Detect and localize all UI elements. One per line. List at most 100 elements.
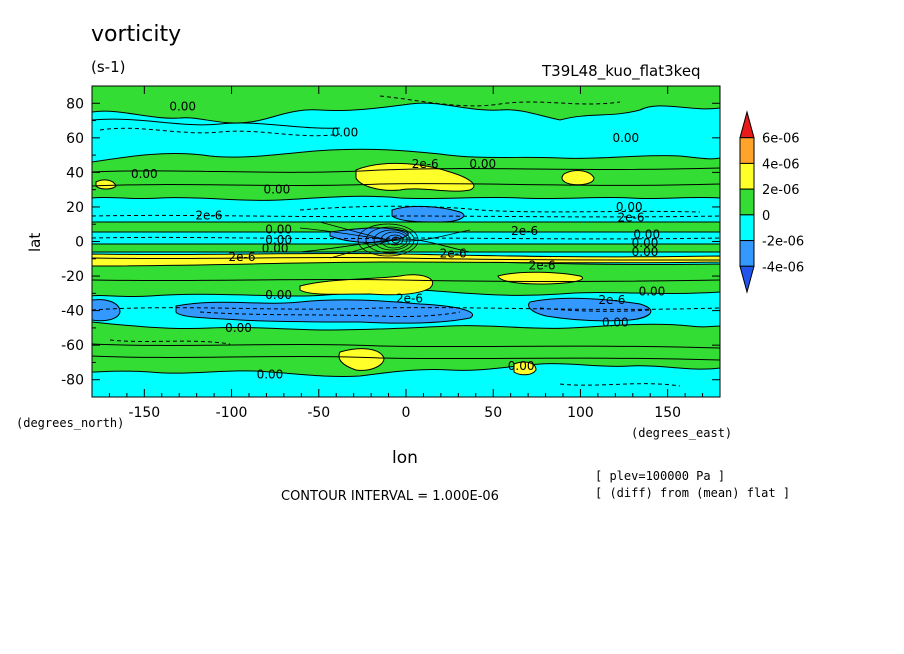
contour-label: 2e-6 — [598, 293, 625, 307]
colorbar-swatch — [739, 240, 755, 267]
x-tick-label: -100 — [216, 405, 248, 421]
dash-contour — [539, 307, 651, 312]
contour-label: 0.00 — [225, 321, 252, 335]
contour-label: 2e-6 — [229, 250, 256, 264]
solid-contour — [92, 167, 720, 173]
contour-label: 0.00 — [602, 316, 629, 330]
contour-label: 0.00 — [612, 131, 639, 145]
colorbar-bottom-arrow — [739, 265, 755, 294]
y-tick-label: 60 — [66, 131, 84, 147]
contour-label: 0.00 — [169, 100, 196, 114]
contour-label: 0.00 — [633, 228, 660, 242]
contour-interval-note: CONTOUR INTERVAL = 1.000E-06 — [281, 489, 499, 504]
x-tick-label: -150 — [128, 405, 160, 421]
contour-label: 2e-6 — [412, 157, 439, 171]
dense-contour-knot — [299, 221, 471, 259]
contour-labels: 0.000.000.000.000.000.002e-60.002e-62e-6… — [131, 100, 665, 382]
y-tick-label: 0 — [75, 235, 84, 251]
fill-yellow-patch-south-polar-east — [513, 361, 537, 376]
dash-contour — [379, 95, 621, 107]
dash-contour — [99, 127, 341, 137]
contour-label: 0.00 — [332, 126, 359, 140]
colorbar-swatch — [739, 162, 755, 190]
y-tick-label: 20 — [66, 200, 84, 216]
dash-contour — [199, 311, 461, 318]
x-axis-unit: (degrees_east) — [631, 426, 733, 440]
contour-label: 0.00 — [632, 236, 659, 250]
solid-contour — [92, 118, 341, 129]
colorbar-label: -4e-06 — [762, 260, 804, 275]
colorbar-label: 2e-06 — [762, 183, 800, 198]
contour-label: 0.00 — [616, 200, 643, 214]
contour-label: 0.00 — [469, 157, 496, 171]
dash-contour — [109, 339, 231, 345]
diff-note: [ (diff) from (mean) flat ] — [595, 486, 791, 500]
x-tick-label: 0 — [402, 405, 411, 421]
dash-contour — [559, 383, 681, 387]
y-tick-label: 40 — [66, 165, 84, 181]
solid-contour — [92, 343, 720, 349]
contour-label: 0.00 — [264, 183, 291, 197]
fill-positive-band-equator — [92, 243, 720, 253]
contour-label: 0.00 — [632, 245, 659, 259]
contour-label: 2e-6 — [511, 224, 538, 238]
contour-label: 2e-6 — [396, 292, 423, 306]
y-tick-label: -80 — [61, 373, 84, 389]
negative-contours — [92, 95, 720, 387]
contour-label: 2e-6 — [195, 209, 222, 223]
contour-fill: 0.000.000.000.000.000.002e-60.002e-62e-6… — [92, 86, 720, 397]
fill-positive-band-north-polar — [92, 86, 720, 124]
dash-contour — [92, 236, 720, 240]
fill-yellow-patch-south-polar — [338, 348, 385, 371]
fill-blue-patch-south-west — [92, 299, 121, 322]
y-axis: 80 60 40 20 0 -20 -40 -60 -80 — [61, 85, 720, 398]
colorbar-swatch — [739, 137, 755, 164]
fill-blue-patch-north-tropical — [391, 205, 465, 223]
positive-contours — [92, 118, 720, 361]
fill-yellow-patch-north-west — [95, 179, 117, 190]
contour-label: 2e-6 — [529, 259, 556, 273]
solid-contour — [92, 355, 720, 361]
plev-note: [ plev=100000 Pa ] — [595, 469, 726, 483]
dash-contour — [92, 214, 720, 218]
fill-yellow-band-south-equatorial — [92, 252, 720, 267]
fill-yellow-patch-north-east — [561, 170, 595, 186]
y-tick-label: -60 — [61, 338, 84, 354]
colorbar-swatch — [739, 188, 755, 216]
fill-yellow-patch-south-east — [497, 271, 583, 285]
x-tick-label: 150 — [654, 405, 681, 421]
run-label: T39L48_kuo_flat3keq — [542, 62, 701, 80]
colorbar-label: 0 — [762, 209, 770, 224]
colorbar: 6e-06 4e-06 2e-06 0 -2e-06 -4e-06 — [739, 110, 804, 294]
colorbar-label: 4e-06 — [762, 157, 800, 172]
contour-label: 2e-6 — [440, 247, 467, 261]
y-tick-label: 80 — [66, 96, 84, 112]
contour-label: 0.00 — [257, 368, 284, 382]
contour-label: 0.00 — [262, 241, 289, 255]
fill-positive-band-south-mid — [92, 321, 720, 378]
colorbar-label: 6e-06 — [762, 132, 800, 147]
y-axis-unit: (degrees_north) — [16, 416, 125, 430]
solid-contour — [92, 183, 720, 187]
colorbar-swatch — [739, 214, 755, 242]
contour-label: 0.00 — [265, 222, 292, 236]
x-tick-label: 50 — [484, 405, 502, 421]
contour-label: 2e-6 — [618, 210, 645, 224]
y-tick-label: -20 — [61, 269, 84, 285]
chart-title: vorticity — [91, 22, 182, 47]
x-tick-label: -50 — [307, 405, 330, 421]
x-axis-label: lon — [392, 448, 418, 468]
solid-contour — [92, 278, 720, 282]
contour-label: 0.00 — [508, 359, 535, 373]
contour-label: 0.00 — [131, 167, 158, 181]
colorbar-top-arrow — [739, 110, 755, 139]
y-tick-label: -40 — [61, 304, 84, 320]
contour-label: 0.00 — [639, 285, 666, 299]
solid-contour — [92, 256, 720, 261]
chart-units: (s-1) — [91, 58, 126, 76]
fill-blue-patch-south-central — [175, 299, 473, 324]
x-tick-label: 100 — [567, 405, 594, 421]
contour-label: 0.00 — [265, 233, 292, 247]
dash-contour — [92, 307, 720, 311]
